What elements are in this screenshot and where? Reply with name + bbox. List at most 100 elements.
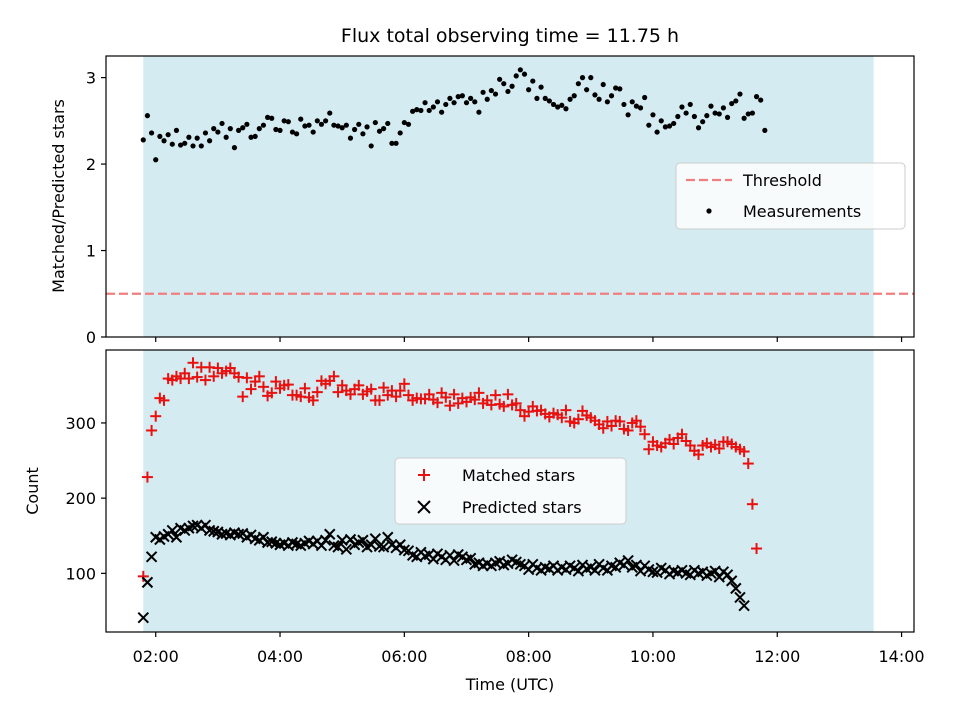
measurement-point <box>584 87 590 93</box>
measurements-legend-label: Measurements <box>743 202 861 221</box>
measurement-point <box>637 105 644 111</box>
measurement-point <box>542 95 548 101</box>
measurement-point <box>285 119 291 125</box>
measurement-point <box>260 122 267 128</box>
measurement-point <box>302 123 308 129</box>
matched-star-point <box>742 458 754 470</box>
matched-star-point <box>183 373 195 385</box>
chart-title: Flux total observing time = 11.75 h <box>341 25 679 47</box>
measurement-point <box>410 108 416 114</box>
bottom-axes-frame <box>105 349 915 633</box>
measurement-point <box>517 67 523 73</box>
top-y-tick-label: 2 <box>86 155 96 174</box>
matched-star-point <box>365 383 377 395</box>
predicted-star-point <box>170 531 183 543</box>
measurement-point <box>215 129 221 135</box>
matched-star-point <box>738 446 750 458</box>
measurement-point <box>352 126 358 133</box>
measurement-point <box>256 126 262 132</box>
measurement-point <box>418 107 424 114</box>
bottom-x-ticks: 02:00 04:00 06:00 08:00 10:00 12:00 14:00 <box>133 632 925 666</box>
measurement-point <box>294 131 300 137</box>
measurement-point <box>521 71 528 77</box>
measurement-point <box>227 126 233 132</box>
measurement-point <box>335 123 341 129</box>
predicted-star-point <box>738 599 750 612</box>
measurement-point <box>675 113 681 120</box>
measurement-point <box>492 91 499 97</box>
predicted-star-point <box>398 544 411 556</box>
predicted-star-point <box>721 569 734 581</box>
measurement-point <box>476 109 482 115</box>
bottom-y-axis-label: Count <box>23 467 42 515</box>
measurement-point <box>704 113 710 119</box>
measurement-point <box>240 125 246 131</box>
top-legend-box <box>675 162 906 230</box>
matched-star-point <box>137 570 149 582</box>
measurement-point <box>372 119 378 126</box>
measurement-point <box>695 125 702 131</box>
matched-star-point <box>668 438 680 450</box>
measurement-point <box>347 135 354 141</box>
measurement-point <box>153 157 159 163</box>
measurement-point <box>480 89 486 95</box>
top-axes-frame <box>105 55 915 338</box>
predicted-stars-points <box>137 519 750 624</box>
matched-star-point <box>353 379 365 391</box>
measurement-point <box>700 119 706 125</box>
matched-star-point <box>473 387 485 399</box>
measurement-point <box>177 142 184 148</box>
measurement-point <box>716 111 722 117</box>
measurement-point <box>265 114 271 120</box>
x-tick-label: 06:00 <box>381 647 427 666</box>
measurement-point <box>269 115 275 121</box>
top-y-ticks: 0 1 2 3 <box>86 69 106 347</box>
measurement-point <box>202 130 209 136</box>
measurement-point <box>463 100 470 106</box>
measurement-point <box>509 83 515 89</box>
predicted-star-point <box>232 528 245 540</box>
measurement-point <box>642 94 648 101</box>
measurement-point <box>298 116 304 122</box>
measurement-point <box>472 99 478 105</box>
measurement-point <box>393 140 399 146</box>
predicted-star-point <box>208 525 220 537</box>
measurement-point <box>662 124 668 130</box>
measurement-point <box>235 127 242 133</box>
matched-star-point <box>614 415 626 427</box>
matched-legend-label: Matched stars <box>462 466 575 485</box>
matched-star-point <box>444 400 456 412</box>
measurement-point <box>331 122 337 128</box>
measurement-point <box>206 138 213 144</box>
measurement-point <box>381 126 387 132</box>
matched-star-point <box>257 381 269 393</box>
measurement-point <box>165 132 171 138</box>
matched-star-point <box>146 424 158 436</box>
measurement-point <box>194 135 200 141</box>
matched-star-point <box>431 397 443 409</box>
measurement-point <box>579 75 586 81</box>
predicted-star-point <box>373 540 386 552</box>
measurement-point <box>600 81 606 88</box>
measurement-point <box>182 140 188 146</box>
matched-star-point <box>199 374 211 386</box>
measurement-point <box>211 126 217 132</box>
top-y-axis-label: Matched/Predicted stars <box>49 99 68 293</box>
matched-star-point <box>237 391 249 403</box>
measurement-point <box>289 129 296 135</box>
predicted-star-point <box>377 541 390 553</box>
matched-star-point <box>643 443 655 455</box>
matched-star-point <box>597 422 609 434</box>
measurement-point <box>758 97 764 103</box>
measurement-point <box>439 109 445 115</box>
measurement-point <box>608 93 615 99</box>
measurement-point <box>173 127 180 133</box>
measurement-point <box>513 73 519 79</box>
top-y-tick-label: 3 <box>86 69 96 88</box>
matched-star-point <box>630 415 642 427</box>
measurement-point <box>389 140 395 146</box>
measurement-point <box>625 112 631 118</box>
measurement-point <box>430 104 436 110</box>
bottom-y-ticks: 100 200 300 <box>65 414 106 583</box>
